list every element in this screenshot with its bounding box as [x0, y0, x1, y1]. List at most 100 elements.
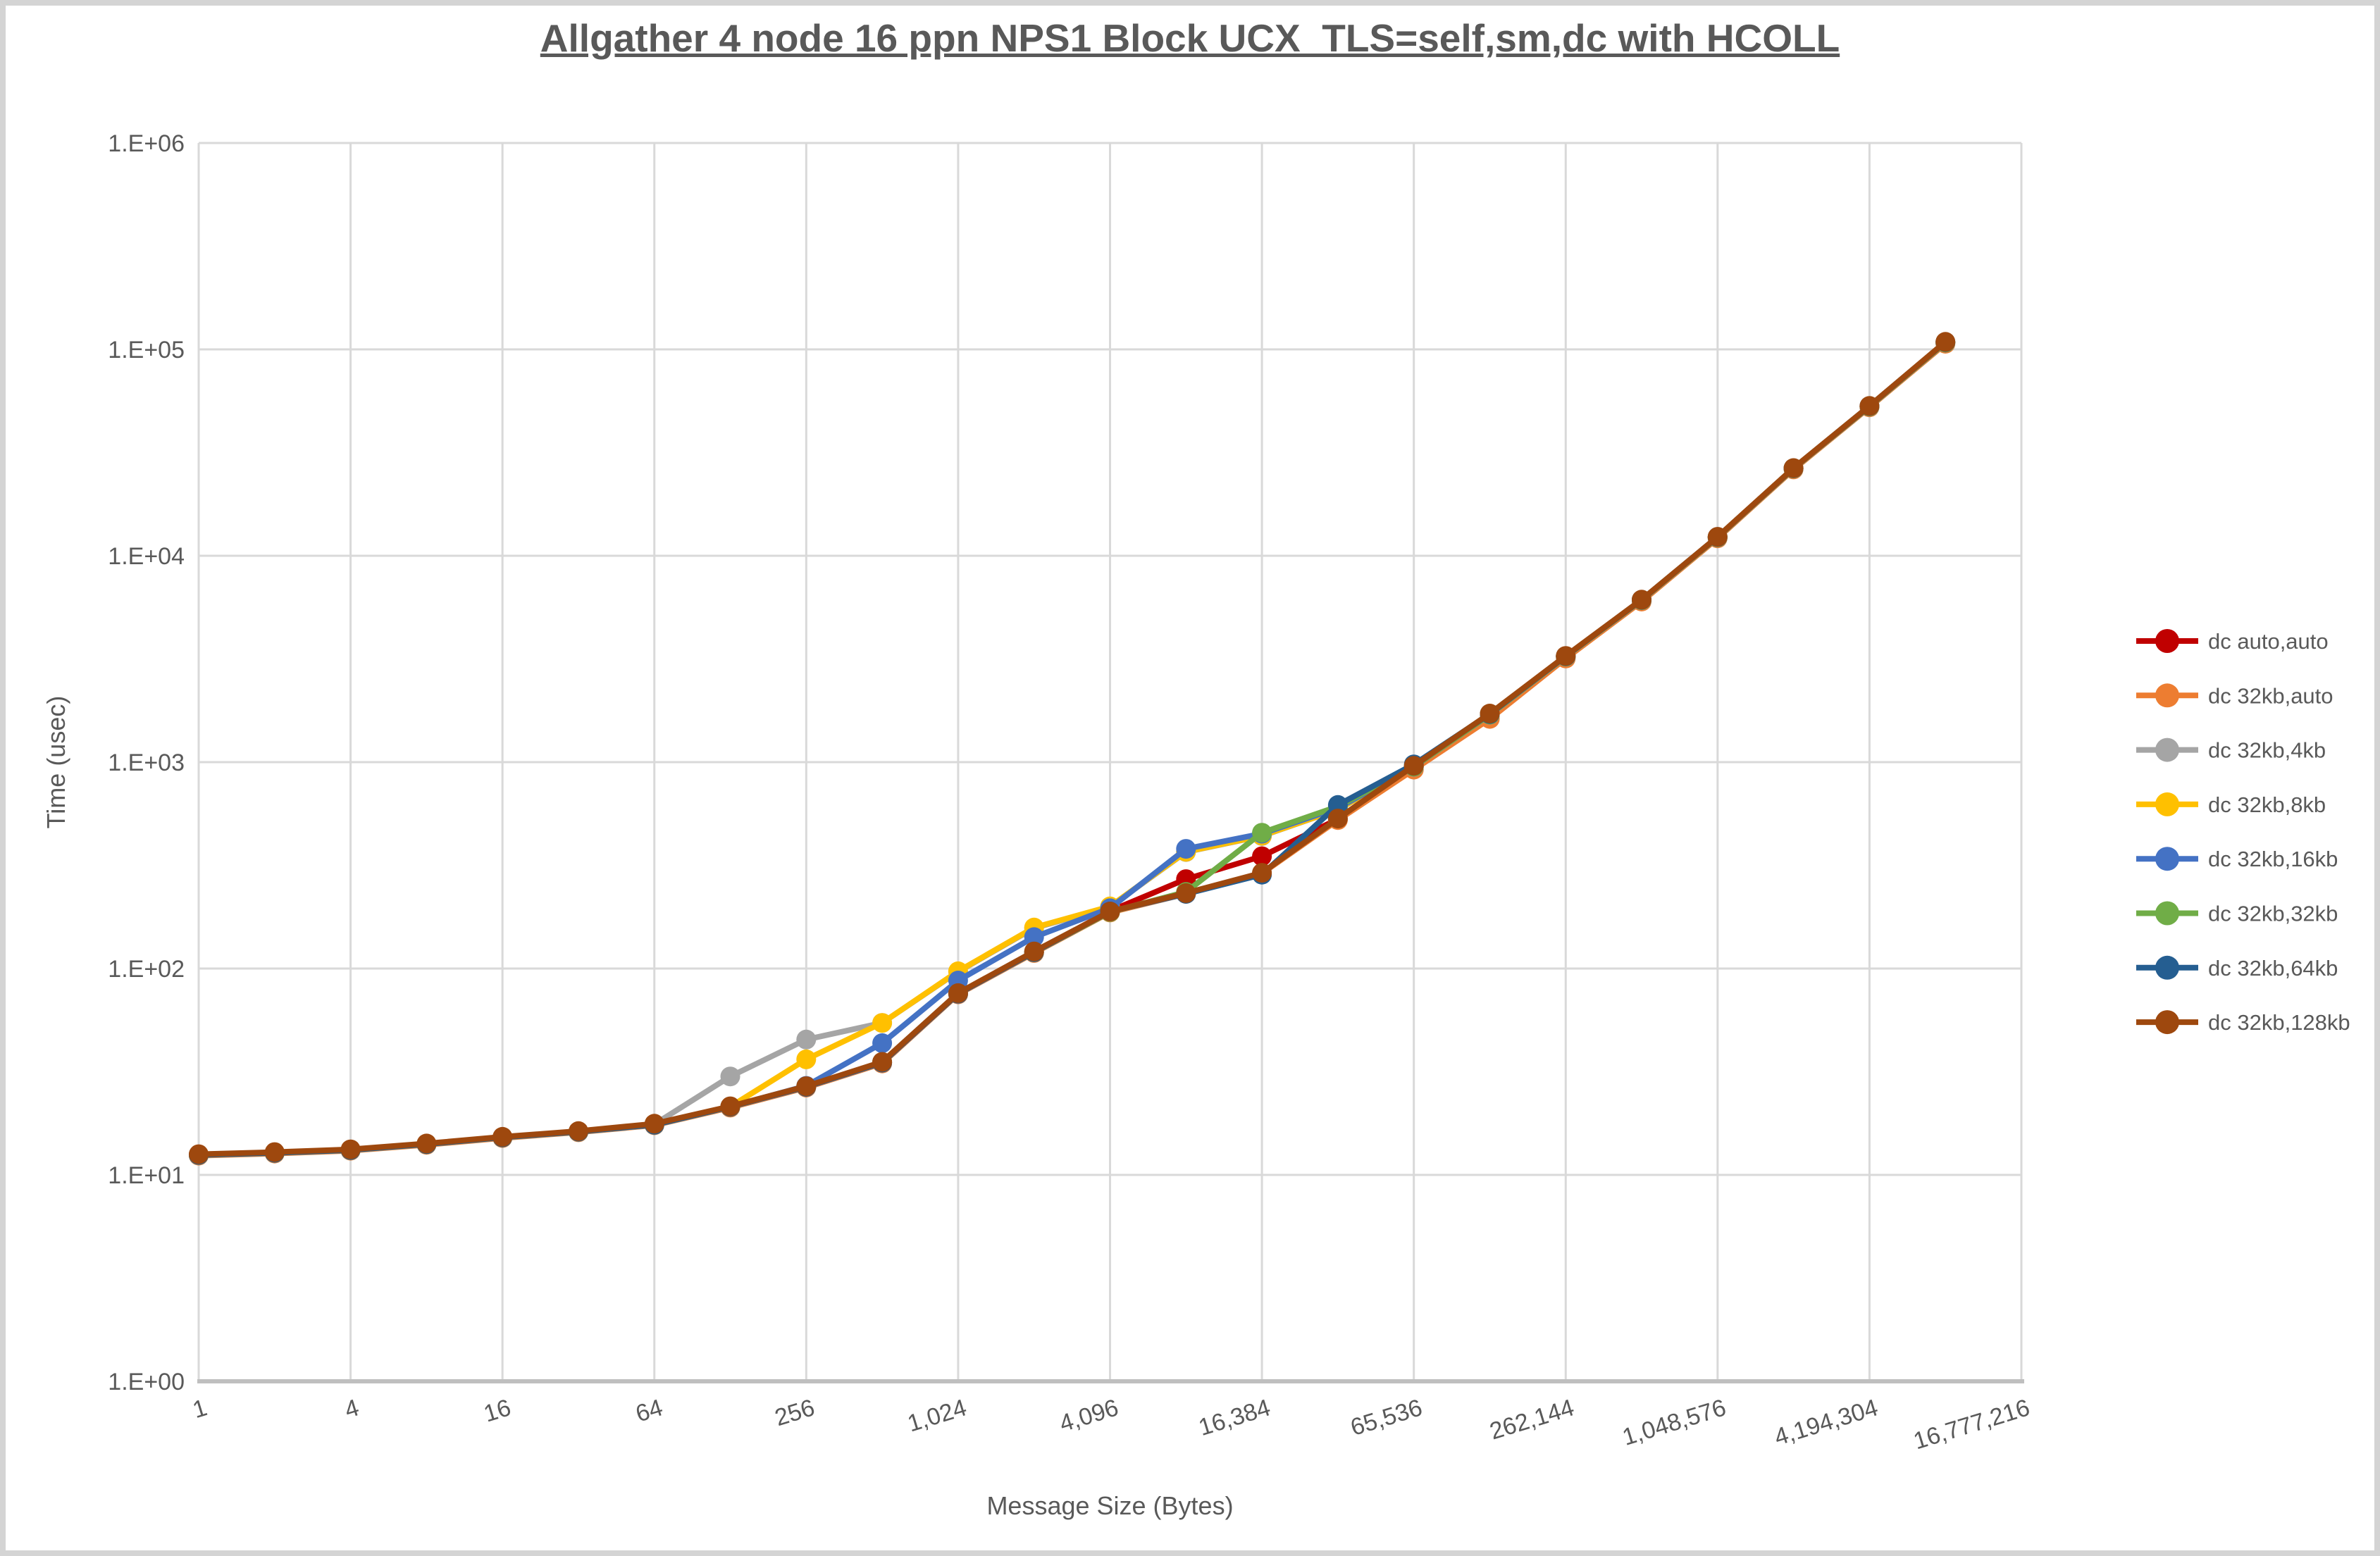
series-line — [196, 340, 1949, 1158]
y-tick-labels: 1.E+00 1.E+01 1.E+02 1.E+03 1.E+04 1.E+05 1.E+… — [108, 130, 185, 1395]
legend-swatch-marker — [2155, 792, 2179, 816]
series-line — [196, 340, 1949, 1158]
data-point-marker — [1024, 927, 1044, 947]
series-dc-32kb-64kb — [189, 332, 1956, 1165]
legend-item[interactable]: dc 32kb,64kb — [2136, 955, 2338, 981]
data-point-marker — [872, 1013, 893, 1033]
legend-item-label: dc 32kb,8kb — [2208, 792, 2326, 817]
x-tick-label: 4,194,304 — [1771, 1394, 1881, 1451]
series-line — [196, 340, 1949, 1158]
legend-swatch-marker — [2155, 737, 2179, 762]
data-point-marker — [948, 983, 968, 1003]
data-point-marker — [720, 1096, 740, 1116]
x-tick-label: 4,096 — [1056, 1394, 1121, 1437]
legend-item[interactable]: dc 32kb,128kb — [2136, 1010, 2350, 1035]
gridlines — [197, 142, 2023, 1383]
y-tick-label: 1.E+04 — [108, 543, 185, 570]
legend-item-label: dc 32kb,128kb — [2208, 1010, 2350, 1035]
legend-item-label: dc 32kb,64kb — [2208, 956, 2338, 981]
data-point-marker — [1176, 839, 1196, 859]
y-axis-title: Time (usec) — [42, 696, 70, 829]
data-point-marker — [1859, 396, 1880, 416]
x-tick-label: 256 — [771, 1394, 817, 1431]
series-line — [196, 339, 1949, 1158]
data-point-marker — [1935, 332, 1956, 352]
chart-title: Allgather 4 node 16 ppn NPS1 Block UCX_T… — [540, 16, 1840, 60]
data-point-marker — [1783, 458, 1804, 478]
legend-item[interactable]: dc 32kb,32kb — [2136, 901, 2338, 926]
legend-item-label: dc auto,auto — [2208, 629, 2329, 654]
data-point-marker — [1252, 846, 1272, 866]
x-tick-label: 16,777,216 — [1910, 1394, 2033, 1455]
series-dc-32kb-8kb — [189, 332, 1956, 1165]
y-tick-label: 1.E+06 — [108, 130, 185, 157]
legend-swatch-marker — [2155, 847, 2179, 871]
legend-swatch-marker — [2155, 629, 2179, 653]
x-tick-label: 64 — [633, 1394, 666, 1427]
data-point-marker — [1632, 590, 1651, 610]
y-tick-label: 1.E+01 — [108, 1162, 185, 1189]
series-group — [189, 332, 1956, 1166]
data-point-marker — [1480, 704, 1500, 723]
legend-swatch-marker — [2155, 1010, 2179, 1035]
x-tick-label: 1,024 — [905, 1394, 969, 1437]
x-tick-labels: 1 4 16 64 256 1,024 4,096 16,384 65,536 262,144 1,… — [190, 1394, 2033, 1455]
legend-item[interactable]: dc 32kb,16kb — [2136, 847, 2338, 871]
series-dc-auto-auto — [189, 332, 1956, 1165]
plot-area: 1.E+00 1.E+01 1.E+02 1.E+03 1.E+04 1.E+05 1.E+… — [42, 130, 2350, 1520]
data-point-marker — [720, 1066, 740, 1087]
legend-swatch-marker — [2155, 955, 2179, 980]
data-point-marker — [1024, 941, 1044, 961]
x-axis-title: Message Size (Bytes) — [986, 1491, 1233, 1520]
data-point-marker — [796, 1076, 817, 1097]
y-tick-label: 1.E+02 — [108, 956, 185, 983]
legend-item-label: dc 32kb,32kb — [2208, 902, 2338, 926]
legend-item-label: dc 32kb,auto — [2208, 683, 2333, 708]
legend-item[interactable]: dc 32kb,8kb — [2136, 792, 2326, 817]
legend-item[interactable]: dc 32kb,auto — [2136, 683, 2333, 708]
legend-swatch-marker — [2155, 901, 2179, 926]
data-point-marker — [264, 1142, 285, 1162]
data-point-marker — [796, 1049, 817, 1069]
data-point-marker — [1707, 527, 1728, 547]
data-point-marker — [569, 1121, 588, 1141]
data-point-marker — [796, 1029, 817, 1050]
series-dc-32kb-128kb — [189, 332, 1956, 1164]
series-dc-32kb-auto — [189, 334, 1956, 1166]
legend-item[interactable]: dc 32kb,4kb — [2136, 737, 2326, 763]
legend-item[interactable]: dc auto,auto — [2136, 629, 2329, 654]
series-dc-32kb-4kb — [189, 332, 1956, 1165]
data-point-marker — [1176, 883, 1196, 903]
data-point-marker — [1252, 863, 1272, 883]
y-tick-label: 1.E+05 — [108, 337, 185, 363]
series-dc-32kb-32kb — [189, 332, 1956, 1165]
data-point-marker — [644, 1114, 664, 1134]
legend-item-label: dc 32kb,4kb — [2208, 738, 2326, 763]
series-line — [196, 340, 1949, 1158]
data-point-marker — [189, 1144, 209, 1164]
data-point-marker — [1556, 646, 1576, 666]
data-point-marker — [1327, 795, 1348, 815]
data-point-marker — [1327, 809, 1348, 829]
series-line — [196, 339, 1949, 1157]
legend-item-label: dc 32kb,16kb — [2208, 847, 2338, 871]
data-point-marker — [416, 1133, 437, 1154]
series-line — [196, 341, 1949, 1159]
x-tick-label: 1,048,576 — [1619, 1394, 1729, 1451]
x-tick-label: 16,384 — [1196, 1394, 1274, 1441]
x-tick-label: 1 — [190, 1394, 210, 1424]
data-point-marker — [1252, 823, 1272, 843]
data-point-marker — [492, 1126, 513, 1147]
data-point-marker — [872, 1052, 893, 1072]
data-point-marker — [340, 1139, 361, 1159]
x-tick-label: 262,144 — [1487, 1394, 1578, 1445]
legend: dc auto,auto dc 32kb,auto dc 32kb,4kb dc 32… — [2136, 629, 2350, 1035]
series-line — [196, 340, 1949, 1158]
data-point-marker — [872, 1033, 893, 1053]
x-tick-label: 65,536 — [1347, 1394, 1425, 1441]
x-tick-label: 4 — [342, 1394, 362, 1424]
legend-swatch-marker — [2155, 683, 2179, 708]
data-point-marker — [1403, 756, 1424, 776]
series-dc-32kb-16kb — [189, 332, 1956, 1165]
